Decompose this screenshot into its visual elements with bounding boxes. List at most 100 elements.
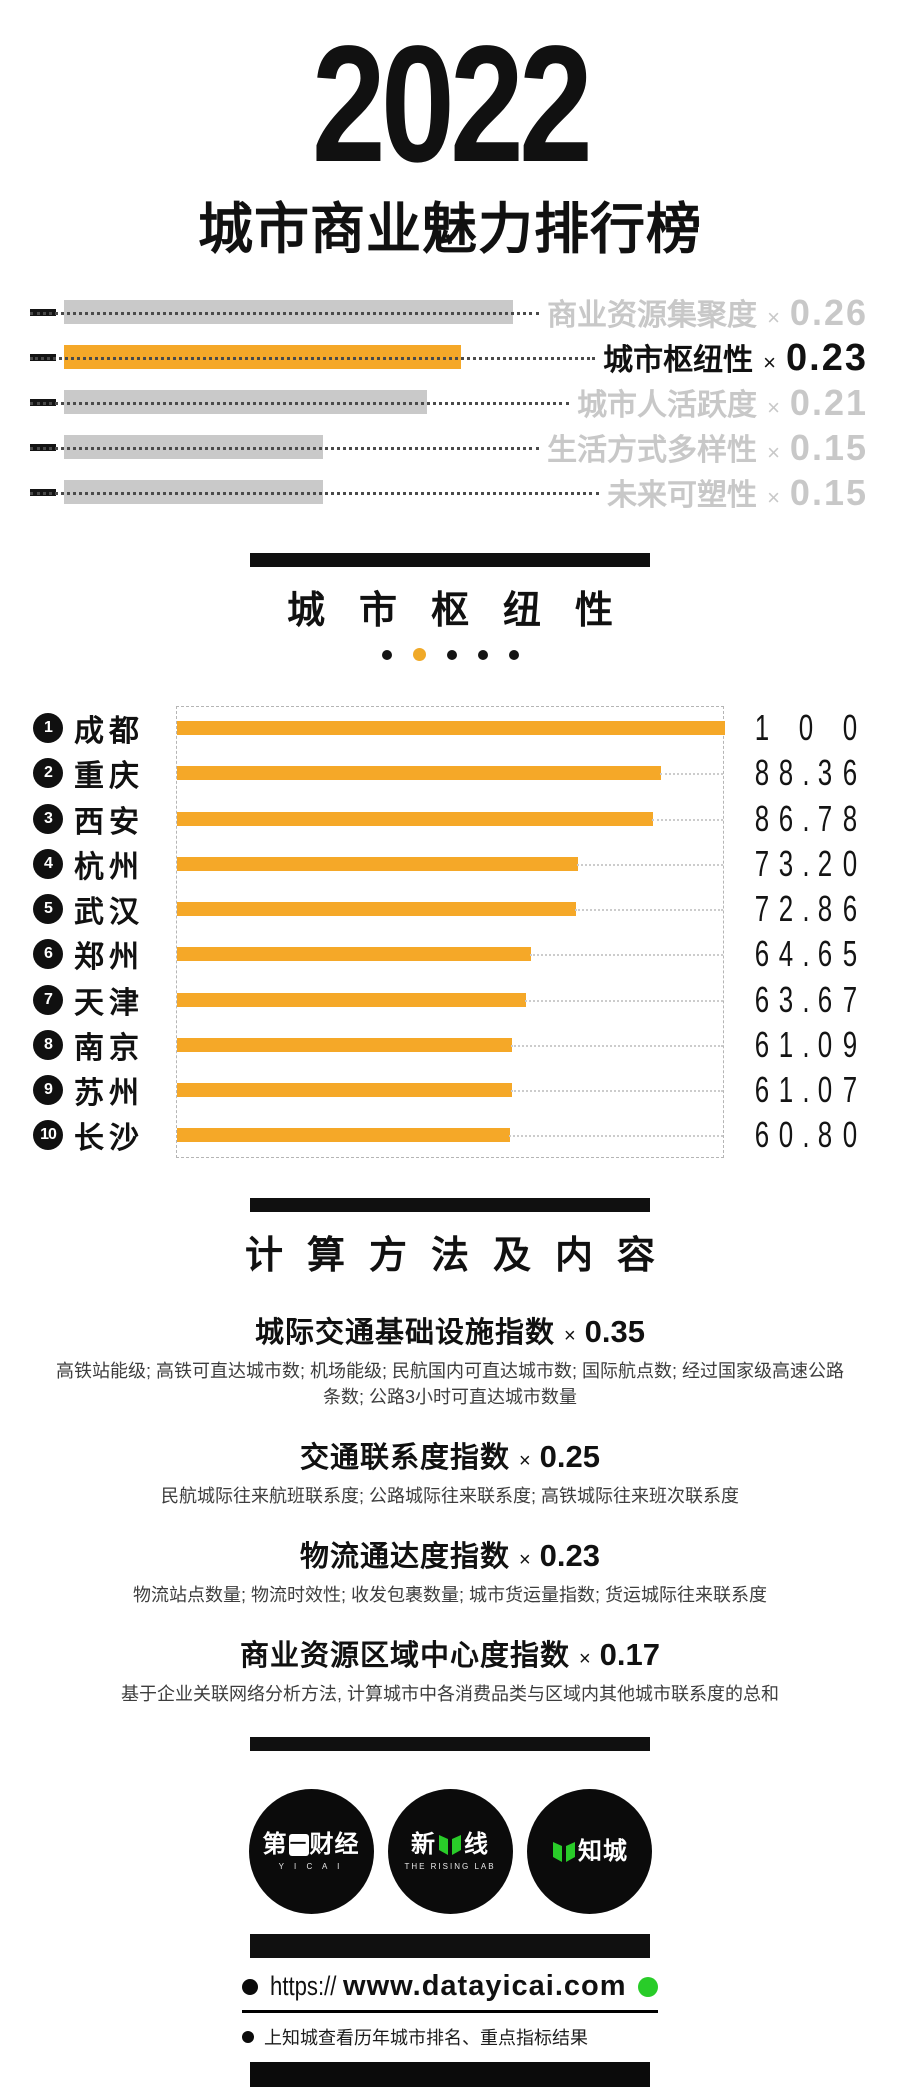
method-weight: 0.25: [539, 1438, 601, 1474]
rank-badge: 3: [33, 803, 63, 834]
rank-badge: 2: [33, 758, 63, 789]
pagination-dot-active[interactable]: [412, 648, 426, 662]
weight-row-business-resources: 商业资源集聚度 × 0.26: [30, 290, 868, 335]
yicai-logo-text: 第一财经: [262, 1830, 360, 1858]
footer-note: 上知城查看历年城市排名、重点指标结果: [242, 2024, 658, 2050]
weight-name: 商业资源集聚度: [547, 299, 758, 333]
dotted-leader-line: [30, 357, 596, 361]
logo-subtext: Y I C A I: [278, 1861, 344, 1871]
footer-divider-bar: [250, 1737, 650, 1752]
rank-badge: 1: [33, 713, 63, 744]
weight-label: 城市枢纽性 × 0.23: [603, 335, 868, 380]
section-header-city-hub: 城市枢纽性: [0, 552, 900, 662]
city-name: 成都: [74, 715, 144, 749]
method-description: 基于企业关联网络分析方法, 计算城市中各消费品类与区域内其他城市联系度的总和: [121, 1684, 779, 1705]
pagination-dot[interactable]: [381, 649, 392, 660]
weight-value: 0.15: [789, 427, 868, 469]
city-label: 6 郑州: [0, 932, 176, 976]
city-label: 3 西安: [0, 797, 176, 841]
weight-value: 0.21: [789, 382, 868, 424]
pagination-dot[interactable]: [477, 649, 488, 660]
city-name: 杭州: [74, 850, 144, 884]
bar-track: [176, 1113, 724, 1158]
bar-track: [176, 887, 724, 932]
dotted-connector: [510, 1089, 723, 1092]
city-label: 5 武汉: [0, 887, 176, 931]
city-name: 武汉: [74, 896, 144, 930]
bar-track: [176, 751, 724, 796]
method-intercity-infrastructure: 城际交通基础设施指数 × 0.35 高铁站能级; 高铁可直达城市数; 机场能级;…: [0, 1309, 900, 1410]
times-symbol: ×: [518, 1548, 531, 1571]
rank-badge: 8: [33, 1029, 63, 1060]
weight-name: 生活方式多样性: [547, 434, 758, 468]
zhicheng-mark-icon: [553, 1841, 575, 1862]
method-heading: 物流通达度指数 × 0.23: [0, 1533, 900, 1575]
pagination-dots[interactable]: [0, 648, 900, 662]
pagination-dot[interactable]: [508, 649, 519, 660]
weight-name: 城市枢纽性: [603, 343, 754, 377]
times-symbol: ×: [578, 1648, 591, 1671]
value-bar: [177, 721, 725, 736]
weight-name: 未来可塑性: [607, 479, 758, 513]
weight-track: [30, 425, 547, 470]
bullet-icon: [242, 2031, 254, 2044]
method-weight: 0.17: [599, 1637, 661, 1673]
weight-label: 城市人活跃度 × 0.21: [577, 380, 868, 424]
method-description: 物流站点数量; 物流时效性; 收发包裹数量; 城市货运量指数; 货运城际往来联系…: [132, 1584, 767, 1605]
city-label: 8 南京: [0, 1023, 176, 1067]
method-weight: 0.35: [584, 1313, 646, 1349]
rank-badge: 5: [33, 894, 63, 925]
url-domain: www.datayicai.com: [343, 1970, 627, 2003]
method-name: 物流通达度指数: [299, 1540, 510, 1573]
bar-track: [176, 841, 724, 886]
value-bar: [177, 992, 526, 1007]
value-bar: [177, 1128, 511, 1143]
pagination-dot[interactable]: [446, 649, 457, 660]
bar-track: [176, 932, 724, 977]
rank-badge: 10: [33, 1120, 63, 1151]
method-heading: 交通联系度指数 × 0.25: [0, 1434, 900, 1476]
website-link[interactable]: https:// www.datayicai.com: [242, 1970, 658, 2014]
weight-value: 0.15: [789, 472, 868, 514]
weight-label: 未来可塑性 × 0.15: [607, 470, 868, 514]
zhicheng-logo-text: 知城: [550, 1837, 628, 1865]
times-symbol: ×: [763, 349, 777, 375]
city-name: 重庆: [74, 760, 144, 794]
rank-badge: 6: [33, 939, 63, 970]
logo-text: 第: [262, 1830, 288, 1858]
weight-row-lifestyle-diversity: 生活方式多样性 × 0.15: [30, 425, 868, 470]
section-title: 计算方法及内容: [244, 1234, 679, 1277]
weight-row-future-potential: 未来可塑性 × 0.15: [30, 470, 868, 515]
bar-track: [176, 796, 724, 841]
method-heading: 城际交通基础设施指数 × 0.35: [0, 1309, 900, 1351]
weight-label: 商业资源集聚度 × 0.26: [547, 290, 868, 334]
city-name: 西安: [74, 805, 144, 839]
value-bar: [177, 811, 653, 826]
dotted-connector: [660, 773, 723, 776]
method-name: 商业资源区域中心度指数: [239, 1640, 570, 1673]
logo-text: 知城: [578, 1837, 628, 1865]
rising-lab-logo: 新线 THE RISING LAB: [387, 1789, 513, 1915]
weight-track: [30, 380, 577, 425]
times-symbol: ×: [518, 1449, 531, 1472]
times-symbol: ×: [767, 395, 780, 421]
method-name: 交通联系度指数: [299, 1441, 510, 1474]
city-label: 7 天津: [0, 978, 176, 1022]
bar-track: [176, 977, 724, 1022]
green-dot-icon: [638, 1976, 658, 1997]
rising-lab-mark-icon: [439, 1834, 461, 1855]
dotted-connector: [575, 909, 723, 912]
dotted-leader-line: [30, 447, 540, 451]
